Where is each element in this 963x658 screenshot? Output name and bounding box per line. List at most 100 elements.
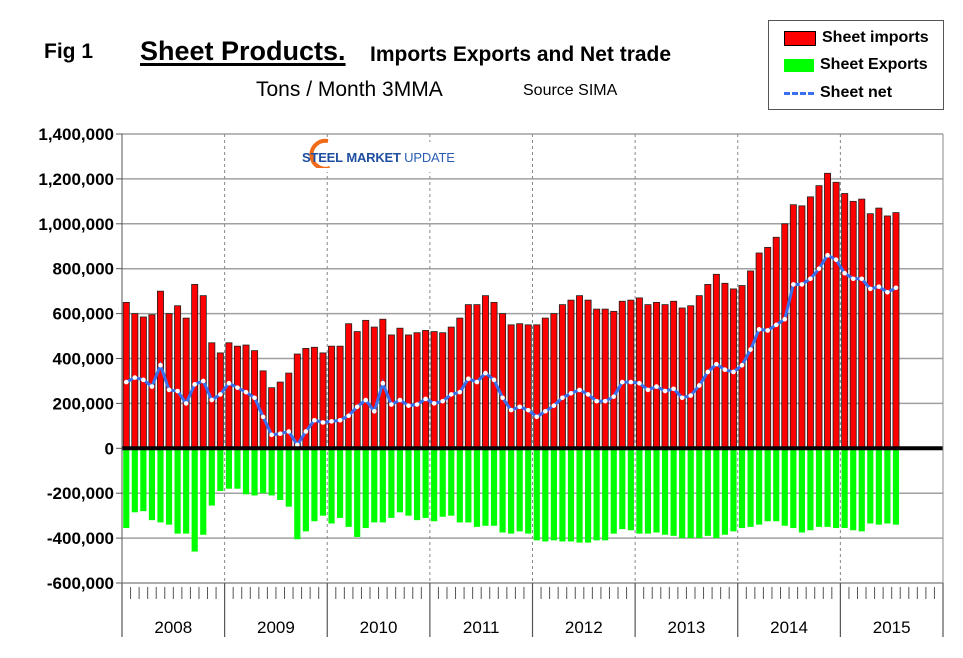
net-point	[200, 378, 206, 384]
export-bar	[747, 448, 754, 527]
net-point	[474, 379, 480, 385]
export-bar	[260, 448, 267, 494]
import-bar	[601, 308, 609, 449]
net-point	[696, 383, 702, 388]
bars	[122, 172, 900, 552]
net-point	[628, 379, 634, 385]
import-bar	[721, 282, 729, 449]
net-point	[440, 398, 446, 404]
net-point	[662, 388, 668, 394]
net-point	[756, 327, 762, 332]
import-bar	[353, 331, 361, 449]
import-bar	[182, 317, 190, 449]
export-bar	[465, 448, 472, 523]
legend-item-net: Sheet net	[769, 82, 892, 104]
import-bar	[610, 310, 618, 449]
net-point	[423, 396, 428, 402]
import-bar	[875, 207, 883, 449]
net-point	[141, 377, 146, 383]
import-bar	[345, 323, 353, 449]
import-bar	[216, 352, 224, 449]
xtick-year-label: 2015	[873, 618, 911, 637]
net-point	[252, 395, 257, 401]
import-bar	[687, 305, 695, 449]
export-bar	[858, 448, 865, 532]
net-point	[688, 393, 694, 398]
legend-item-exports: Sheet Exports	[769, 54, 928, 76]
net-point	[748, 347, 753, 352]
net-point	[466, 376, 471, 382]
import-bar	[806, 196, 814, 449]
import-bar	[883, 215, 891, 449]
net-point	[850, 276, 856, 282]
export-bar	[405, 448, 412, 516]
net-point	[859, 276, 865, 282]
export-bar	[448, 448, 455, 516]
net-point	[765, 328, 770, 333]
export-bar	[242, 448, 250, 495]
net-point	[722, 367, 728, 373]
import-bar	[473, 304, 481, 449]
net-point	[585, 392, 591, 397]
import-bar	[268, 387, 276, 449]
net-point	[123, 379, 129, 385]
import-bar	[815, 185, 823, 449]
xtick-year-label: 2012	[565, 618, 603, 637]
export-bar	[636, 448, 643, 534]
net-point	[457, 389, 463, 395]
net-point	[491, 377, 497, 383]
net-point	[158, 362, 163, 368]
export-bar	[850, 448, 857, 531]
net-point	[371, 408, 377, 414]
export-bar	[610, 448, 617, 534]
import-bar	[225, 342, 233, 449]
axes: 1,400,000 1,200,000 1,000,000 800,000 600,00…	[38, 125, 944, 637]
export-bar	[593, 448, 600, 541]
net-point	[149, 384, 155, 389]
ytick-label: 1,400,000	[38, 125, 114, 144]
export-bar	[191, 448, 198, 552]
export-bar	[311, 448, 318, 522]
import-bar	[832, 181, 840, 449]
export-bar	[140, 448, 147, 512]
export-bar	[721, 448, 729, 535]
legend-label-net: Sheet net	[820, 84, 893, 101]
export-bar	[644, 448, 652, 534]
net-point	[517, 404, 522, 410]
export-bar	[277, 448, 284, 500]
export-bar	[798, 448, 805, 533]
export-bar	[362, 448, 369, 528]
import-bar	[499, 313, 507, 449]
export-bar	[336, 448, 344, 518]
net-point	[551, 403, 557, 408]
import-bar	[131, 313, 139, 449]
import-bar	[293, 353, 301, 449]
import-bar	[747, 270, 755, 449]
net-point	[235, 385, 240, 390]
import-bar	[524, 324, 532, 449]
import-bar	[550, 313, 558, 449]
net-point	[876, 284, 882, 289]
net-point	[431, 401, 437, 406]
ytick-label: 0	[105, 439, 114, 458]
export-bar	[841, 448, 848, 528]
import-bar	[584, 299, 592, 449]
import-bar	[328, 345, 336, 449]
net-point	[731, 369, 736, 375]
export-bar	[585, 448, 592, 543]
net-point	[782, 316, 788, 322]
export-bar	[422, 448, 429, 518]
net-point	[406, 403, 411, 408]
export-bar	[200, 448, 207, 535]
import-bar	[866, 213, 874, 449]
net-point	[791, 282, 796, 287]
net-point	[312, 417, 317, 423]
ytick-label: 1,200,000	[38, 170, 114, 189]
legend-swatch-exports	[784, 58, 814, 72]
import-bar	[635, 297, 643, 449]
net-point	[773, 322, 779, 328]
export-bar	[824, 448, 831, 527]
chart-subtitle: Tons / Month 3MMA	[256, 78, 443, 101]
export-bar	[704, 448, 711, 536]
export-bar	[790, 448, 797, 528]
